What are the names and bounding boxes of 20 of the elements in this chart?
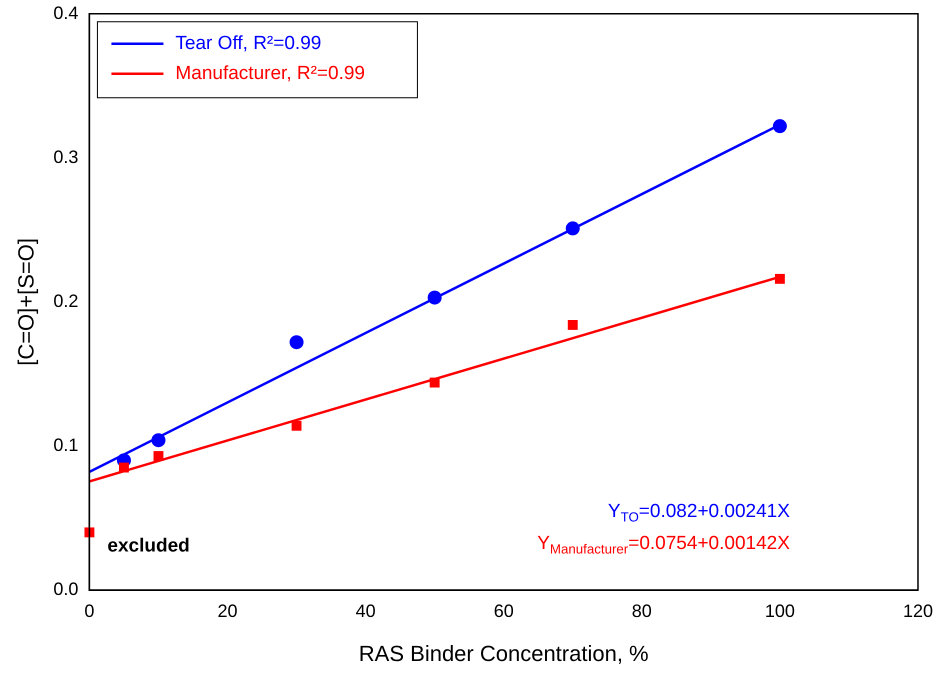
- x-tick-label: 120: [902, 600, 934, 621]
- y-tick-label: 0.0: [53, 578, 78, 599]
- x-tick-label: 80: [632, 600, 652, 621]
- point: [292, 420, 302, 431]
- x-tick-label: 20: [218, 600, 238, 621]
- x-axis-title: RAS Binder Concentration, %: [358, 640, 649, 666]
- y-tick-label: 0.4: [53, 2, 78, 23]
- legend-label: Manufacturer, R²=0.99: [175, 63, 365, 84]
- legend-label: Tear Off, R²=0.99: [175, 33, 322, 54]
- annotation: excluded: [107, 536, 190, 557]
- x-tick-label: 40: [356, 600, 376, 621]
- x-tick-label: 0: [84, 600, 94, 621]
- x-tick-label: 60: [494, 600, 514, 621]
- x-tick-label: 100: [764, 600, 795, 621]
- y-tick-label: 0.1: [53, 434, 78, 455]
- y-tick-label: 0.2: [53, 290, 78, 311]
- point: [568, 320, 578, 330]
- y-tick-label: 0.3: [53, 146, 78, 167]
- point: [290, 335, 304, 350]
- y-axis-title: [C=O]+[S=O]: [13, 238, 38, 366]
